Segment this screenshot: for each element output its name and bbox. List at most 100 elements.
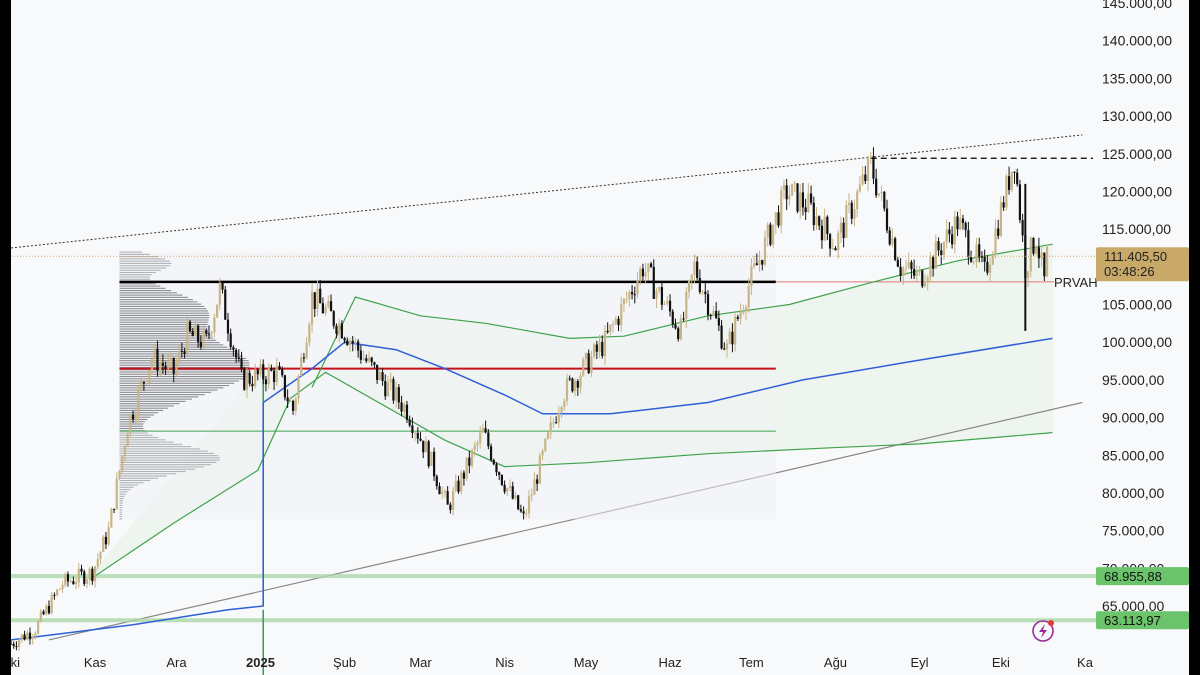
candle bbox=[687, 279, 691, 299]
candle-body bbox=[788, 195, 791, 200]
candle bbox=[172, 357, 175, 383]
candle bbox=[896, 256, 899, 268]
candle-body bbox=[758, 259, 761, 266]
y-tick-label: 100.000,00 bbox=[1102, 334, 1172, 350]
candle-body bbox=[809, 193, 813, 203]
candle-body bbox=[948, 229, 951, 235]
candle-body bbox=[327, 301, 330, 308]
volume-profile-bar bbox=[119, 262, 172, 264]
candle bbox=[376, 364, 379, 384]
candle bbox=[942, 241, 946, 260]
volume-profile-bar bbox=[119, 312, 209, 314]
candle-body bbox=[316, 288, 319, 309]
candle-body bbox=[50, 594, 53, 614]
candle bbox=[590, 350, 593, 377]
candle-body bbox=[93, 566, 97, 582]
candle bbox=[538, 453, 541, 485]
candle-body bbox=[1043, 252, 1046, 277]
candle bbox=[614, 316, 617, 326]
candle-body bbox=[175, 363, 178, 374]
candle-body bbox=[397, 387, 400, 403]
candle-body bbox=[414, 432, 417, 434]
candle-body bbox=[734, 316, 737, 345]
candle bbox=[961, 214, 965, 230]
volume-profile-bar bbox=[119, 319, 209, 321]
candle-body bbox=[856, 191, 859, 210]
candle-body bbox=[940, 250, 943, 255]
candle-body bbox=[929, 257, 932, 278]
candle bbox=[243, 366, 246, 391]
candle-body bbox=[12, 643, 15, 647]
candle-body bbox=[538, 455, 541, 484]
candle bbox=[137, 386, 140, 423]
candle bbox=[424, 436, 428, 453]
candle bbox=[620, 296, 623, 333]
candle bbox=[663, 301, 666, 306]
candle-body bbox=[365, 358, 368, 362]
volume-profile-bar bbox=[119, 326, 208, 328]
candle-body bbox=[991, 254, 994, 265]
candle-body bbox=[403, 404, 406, 412]
volume-profile-bar bbox=[119, 342, 220, 344]
x-tick-label: May bbox=[574, 655, 599, 670]
candle bbox=[804, 198, 807, 220]
candle-body bbox=[422, 440, 425, 453]
channel-lower-line bbox=[48, 401, 1083, 641]
candle bbox=[508, 479, 512, 491]
candle-body bbox=[487, 432, 490, 447]
candle bbox=[1029, 236, 1032, 278]
candle-body bbox=[1040, 252, 1043, 259]
candle bbox=[1026, 270, 1030, 287]
candle-body bbox=[256, 369, 259, 375]
candle bbox=[492, 458, 495, 466]
candle-body bbox=[262, 364, 265, 380]
candle bbox=[291, 399, 295, 415]
y-tick-label: 90.000,00 bbox=[1102, 410, 1164, 426]
candle-body bbox=[706, 294, 710, 316]
candle-body bbox=[945, 229, 948, 243]
candle bbox=[107, 521, 110, 546]
candle bbox=[26, 629, 29, 641]
candle-body bbox=[470, 449, 474, 466]
candle bbox=[435, 474, 438, 490]
candle bbox=[563, 398, 566, 411]
candle bbox=[470, 448, 474, 469]
candle-body bbox=[511, 486, 514, 499]
candle-body bbox=[704, 291, 707, 295]
candle-body bbox=[121, 455, 124, 471]
candle bbox=[706, 290, 710, 321]
candle bbox=[712, 306, 715, 317]
candle bbox=[240, 351, 243, 373]
candle-body bbox=[348, 340, 352, 345]
candle-body bbox=[449, 504, 452, 510]
chart-area[interactable]: 145.000,00 140.000,00 135.000,00 130.000,00… bbox=[11, 0, 1189, 675]
candle bbox=[744, 304, 748, 321]
candle bbox=[188, 320, 192, 333]
candle-body bbox=[137, 389, 140, 415]
candle-body bbox=[630, 291, 634, 295]
candle-body bbox=[674, 324, 677, 329]
candle-body bbox=[281, 369, 284, 376]
candle bbox=[541, 448, 544, 461]
volume-profile-bar bbox=[119, 321, 209, 323]
candle-body bbox=[818, 216, 821, 226]
candle-body bbox=[302, 357, 306, 359]
volume-profile-bar bbox=[119, 382, 235, 384]
candle bbox=[272, 367, 276, 390]
candle-body bbox=[340, 323, 343, 339]
price-chart[interactable]: 145.000,00 140.000,00 135.000,00 130.000,00… bbox=[11, 0, 1189, 675]
volume-profile-bar bbox=[119, 473, 177, 475]
candle bbox=[877, 193, 880, 198]
volume-profile-bar bbox=[119, 373, 250, 375]
candle-body bbox=[913, 268, 916, 276]
candle bbox=[899, 258, 902, 282]
candle bbox=[332, 310, 335, 329]
candle bbox=[850, 200, 853, 225]
candle-body bbox=[649, 263, 653, 267]
lightning-icon[interactable] bbox=[1032, 620, 1054, 642]
candle-body bbox=[828, 233, 832, 249]
candle-body bbox=[99, 551, 102, 560]
candle bbox=[1010, 171, 1013, 193]
candle-body bbox=[899, 266, 902, 276]
candle-body bbox=[517, 495, 520, 510]
